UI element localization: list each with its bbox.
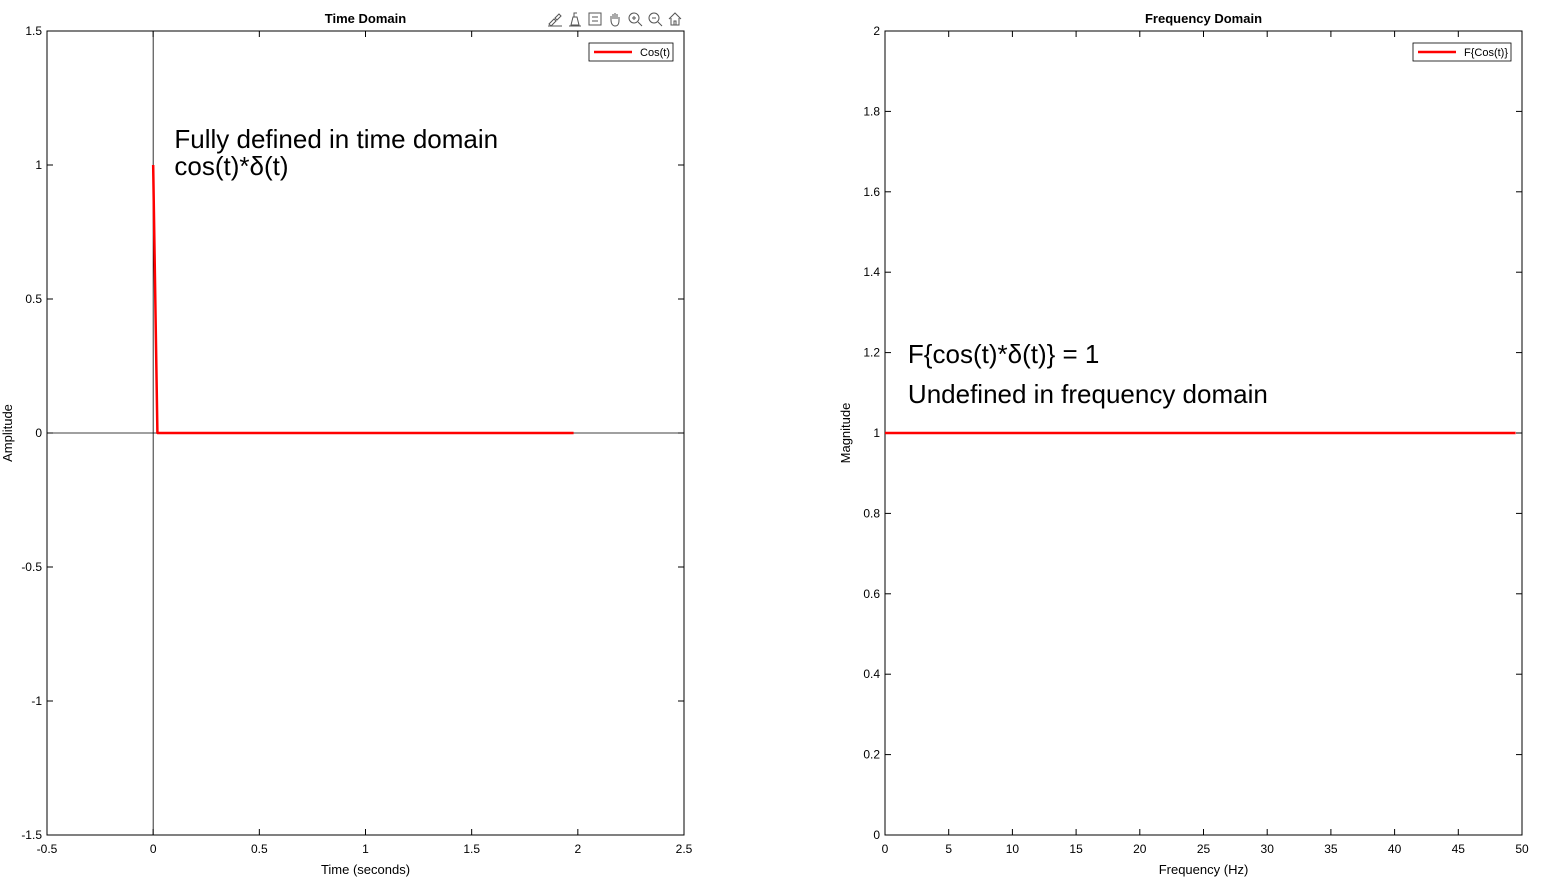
y-tick-label: -1.5 [21, 828, 42, 842]
annotation: F{cos(t)*δ(t)} = 1 [908, 339, 1099, 369]
data-tips-icon[interactable] [566, 10, 584, 28]
x-tick-label: 15 [1069, 842, 1083, 856]
x-tick-label: 25 [1197, 842, 1211, 856]
x-tick-label: 35 [1324, 842, 1338, 856]
y-tick-label: 1 [35, 158, 42, 172]
chart-title: Time Domain [325, 11, 406, 26]
y-tick-label: 0.4 [863, 667, 880, 681]
x-tick-label: 40 [1388, 842, 1402, 856]
legend: Cos(t) [588, 42, 674, 62]
x-tick-label: 2.5 [676, 842, 693, 856]
x-tick-label: 45 [1452, 842, 1466, 856]
y-tick-label: 0 [873, 828, 880, 842]
legend-label: Cos(t) [640, 47, 670, 59]
y-tick-label: 2 [873, 24, 880, 38]
legend-box [1412, 42, 1512, 62]
x-tick-label: 20 [1133, 842, 1147, 856]
x-tick-label: 30 [1261, 842, 1275, 856]
y-tick-label: 1 [873, 426, 880, 440]
y-tick-label: 0.5 [25, 292, 42, 306]
x-tick-label: 1.5 [463, 842, 480, 856]
y-axis-label: Magnitude [838, 403, 853, 464]
axes-1: -0.5 0 0.5 1 1.5 2 2.5 -1.5 -1 -0.5 0 0.5 1 1.5 Time D… [0, 11, 693, 877]
y-tick-label: 1.6 [863, 185, 880, 199]
x-tick-label: 2 [574, 842, 581, 856]
zoom-in-icon[interactable] [626, 10, 644, 28]
zoom-out-icon[interactable] [646, 10, 664, 28]
y-tick-label: 1.5 [25, 24, 42, 38]
x-tick-label: -0.5 [37, 842, 58, 856]
y-tick-label: 1.8 [863, 104, 880, 118]
legend: F{Cos(t)} [1412, 42, 1512, 62]
y-axis-label: Amplitude [0, 404, 15, 462]
chart-title: Frequency Domain [1145, 11, 1262, 26]
x-tick-label: 10 [1006, 842, 1020, 856]
y-tick-label: 0.6 [863, 587, 880, 601]
pan-icon[interactable] [606, 10, 624, 28]
home-icon[interactable] [666, 10, 684, 28]
x-axis-label: Time (seconds) [321, 862, 410, 877]
y-tick-label: 0.8 [863, 506, 880, 520]
annotation: Undefined in frequency domain [908, 379, 1268, 409]
y-tick-label: 1.2 [863, 346, 880, 360]
brush-icon[interactable] [546, 10, 564, 28]
x-tick-label: 50 [1515, 842, 1529, 856]
x-tick-label: 0 [150, 842, 157, 856]
x-tick-label: 0.5 [251, 842, 268, 856]
y-tick-label: -1 [31, 694, 42, 708]
axes-toolbar [546, 10, 686, 30]
x-tick-label: 0 [882, 842, 889, 856]
annotation: Fully defined in time domain [174, 124, 498, 154]
axes-2: 0 5 10 15 20 25 30 35 40 45 50 0 0.2 0.4 0.6 0.8 1 1.2 1.4… [838, 11, 1529, 877]
insert-legend-icon[interactable] [586, 10, 604, 28]
legend-label: F{Cos(t)} [1464, 47, 1508, 59]
y-tick-label: -0.5 [21, 560, 42, 574]
annotation: cos(t)*δ(t) [174, 151, 288, 181]
y-tick-label: 1.4 [863, 265, 880, 279]
x-axis-label: Frequency (Hz) [1159, 862, 1249, 877]
series-line-1 [151, 164, 574, 435]
y-tick-label: 0 [35, 426, 42, 440]
y-tick-label: 0.2 [863, 748, 880, 762]
x-tick-label: 5 [945, 842, 952, 856]
x-tick-label: 1 [362, 842, 369, 856]
